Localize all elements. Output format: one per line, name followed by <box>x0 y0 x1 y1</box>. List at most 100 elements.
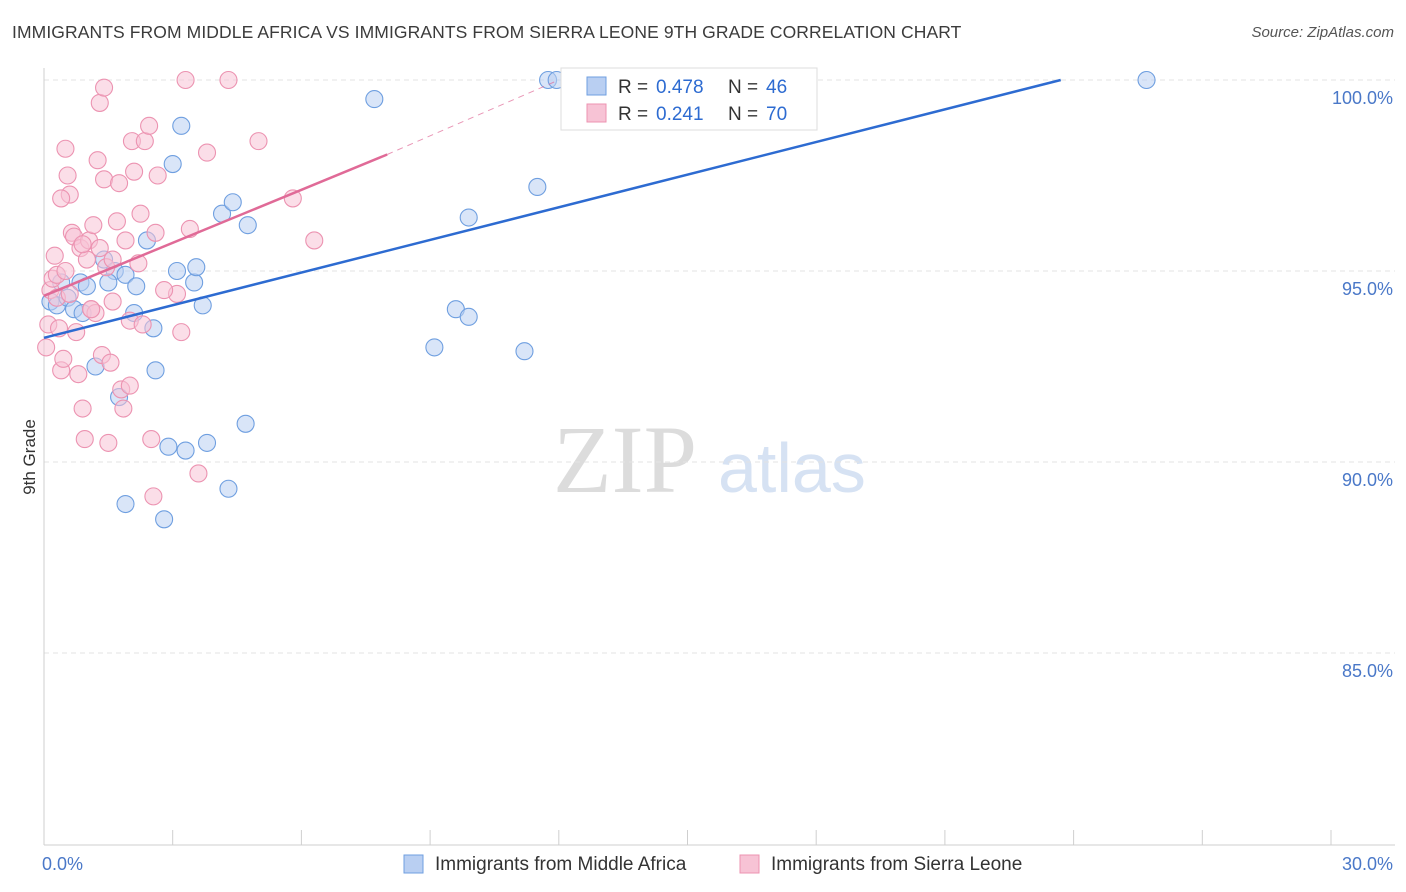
point-series0-18 <box>163 154 182 174</box>
point-series1-67 <box>82 300 101 319</box>
series-legend-swatch-sierra-leone <box>739 854 760 874</box>
legend-n-value-1: 46 <box>766 77 787 98</box>
point-series0-20 <box>176 441 195 460</box>
point-series0-41 <box>155 510 174 529</box>
legend-swatch-middle-africa <box>586 76 607 96</box>
legend-n-label-1: N = <box>728 77 758 98</box>
point-series0-43 <box>99 273 118 292</box>
correlation-legend: R = 0.478 N = 46 R = 0.241 N = 70 <box>560 67 818 131</box>
point-series1-18 <box>73 399 92 418</box>
point-series0-19 <box>172 116 191 135</box>
legend-r-value-1: 0.478 <box>656 77 704 98</box>
point-series1-59 <box>90 93 109 112</box>
point-series1-61 <box>176 70 195 90</box>
legend-r-label-1: R = <box>618 77 648 98</box>
point-series1-30 <box>99 433 118 452</box>
point-series0-11 <box>116 265 135 284</box>
point-series1-9 <box>56 261 75 281</box>
trend-lines <box>43 78 1062 340</box>
point-series1-53 <box>189 464 208 483</box>
point-series0-33 <box>459 208 478 227</box>
point-series0-29 <box>365 90 384 109</box>
point-series1-65 <box>120 376 139 395</box>
point-series1-54 <box>197 143 217 162</box>
point-series0-45 <box>167 261 187 281</box>
chart-title: IMMIGRANTS FROM MIDDLE AFRICA VS IMMIGRA… <box>12 22 962 42</box>
point-series1-11 <box>58 166 77 185</box>
x-tick-label-max: 30.0% <box>1342 854 1393 874</box>
point-series1-31 <box>101 353 120 372</box>
point-series1-58 <box>305 231 324 250</box>
point-series1-43 <box>133 315 152 334</box>
trend-line-series1 <box>43 153 388 297</box>
point-series0-13 <box>127 277 146 296</box>
point-series1-8 <box>54 349 73 368</box>
point-series0-42 <box>219 479 238 498</box>
legend-n-label-2: N = <box>728 104 758 125</box>
point-series1-44 <box>135 132 154 151</box>
point-series0-27 <box>238 216 257 235</box>
point-series1-16 <box>69 365 88 384</box>
point-series1-48 <box>146 223 165 242</box>
axes <box>43 68 1395 846</box>
series-legend-label-middle-africa: Immigrants from Middle Africa <box>435 854 687 875</box>
point-series0-17 <box>159 437 178 456</box>
legend-r-label-2: R = <box>618 104 648 125</box>
point-series1-51 <box>172 323 191 342</box>
y-tick-label-1: 95.0% <box>1342 279 1393 299</box>
point-series0-16 <box>146 361 165 380</box>
watermark-zip: ZIP <box>553 406 697 513</box>
point-series0-39 <box>1137 70 1156 90</box>
point-series0-21 <box>185 273 204 292</box>
point-series0-28 <box>236 414 255 433</box>
series-legend-label-sierra-leone: Immigrants from Sierra Leone <box>771 854 1022 875</box>
point-series1-63 <box>73 235 92 254</box>
y-tick-label-3: 85.0% <box>1342 661 1393 681</box>
point-series1-23 <box>84 216 103 235</box>
point-series1-25 <box>88 151 107 170</box>
point-series1-68 <box>52 189 71 208</box>
point-series0-35 <box>528 177 547 197</box>
y-tick-label-2: 90.0% <box>1342 470 1393 490</box>
point-series1-40 <box>125 162 144 181</box>
point-series1-47 <box>144 487 163 506</box>
point-series1-0 <box>37 338 56 357</box>
legend-r-value-2: 0.241 <box>656 104 704 125</box>
point-series1-55 <box>219 70 238 90</box>
point-series1-46 <box>142 430 161 449</box>
point-series1-26 <box>90 239 109 258</box>
series-legend-swatch-middle-africa <box>403 854 424 874</box>
y-tick-label-0: 100.0% <box>1332 88 1393 108</box>
point-series0-40 <box>116 494 135 514</box>
point-series1-45 <box>140 116 159 135</box>
point-series1-34 <box>110 174 129 193</box>
point-series0-26 <box>223 193 242 212</box>
point-series1-42 <box>131 204 150 223</box>
point-series1-33 <box>107 212 126 231</box>
point-series0-34 <box>515 342 534 361</box>
point-series1-64 <box>103 292 122 311</box>
point-series0-22 <box>187 258 206 277</box>
point-series1-60 <box>95 78 114 97</box>
point-series0-30 <box>425 338 444 357</box>
point-series1-19 <box>75 430 94 449</box>
watermark-atlas: atlas <box>718 429 866 507</box>
point-series0-24 <box>197 433 217 452</box>
x-tick-label-min: 0.0% <box>42 854 83 874</box>
point-series0-32 <box>459 307 478 326</box>
point-series1-10 <box>56 139 75 158</box>
x-ticks <box>43 830 1332 845</box>
point-series1-69 <box>155 281 174 300</box>
trend-extension-series1 <box>387 79 559 155</box>
trend-line-series0 <box>43 78 1062 340</box>
point-series1-56 <box>249 132 268 151</box>
point-series1-37 <box>116 231 135 250</box>
source-attribution: Source: ZipAtlas.com <box>1251 24 1394 41</box>
y-tick-labels: 100.0% 95.0% 90.0% 85.0% <box>1332 88 1393 681</box>
y-axis-title: 9th Grade <box>20 419 39 495</box>
point-series1-36 <box>114 399 133 418</box>
point-series1-4 <box>45 246 64 265</box>
legend-n-value-2: 70 <box>766 104 787 125</box>
point-series1-49 <box>148 166 167 185</box>
